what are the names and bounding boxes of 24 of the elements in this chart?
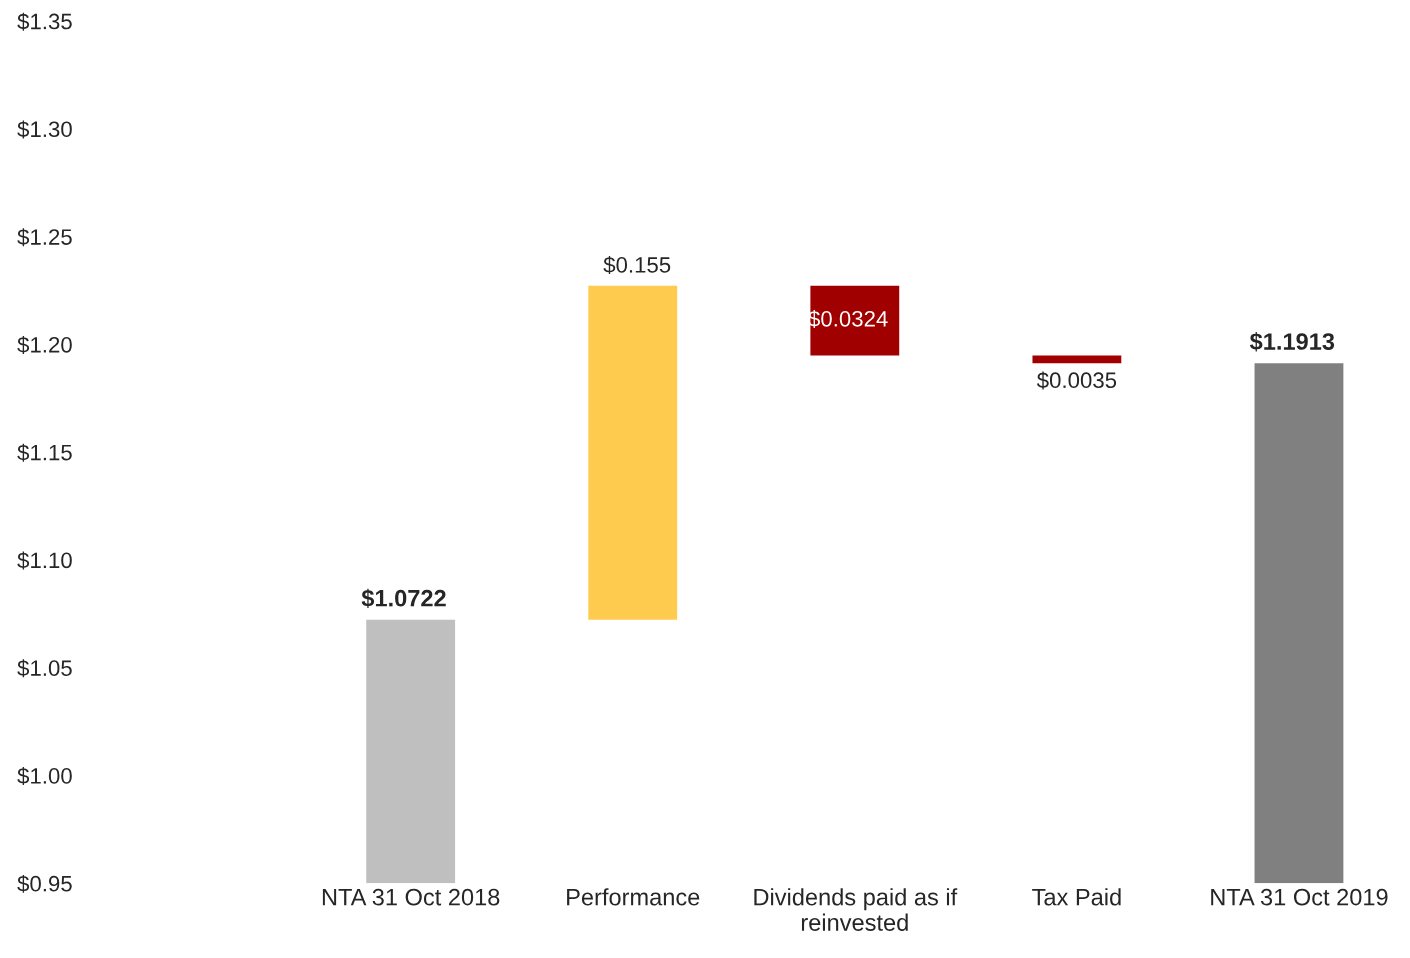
y-tick-label: $1.10: [17, 551, 72, 570]
y-tick-label: $1.35: [17, 12, 72, 31]
x-tick-label: NTA 31 Oct 2018: [322, 888, 500, 906]
bar: [810, 285, 900, 356]
data-label: $1.0722: [361, 588, 446, 609]
data-label: $1.1913: [1249, 332, 1335, 352]
y-tick-label: $1.00: [17, 767, 72, 786]
bar: [1032, 355, 1122, 364]
y-tick-label: $0.95: [17, 874, 72, 893]
y-tick-label: $1.20: [17, 336, 72, 354]
x-tick-label: Dividends paid as if reinvested: [754, 888, 958, 931]
bar: [366, 619, 456, 884]
bar: [588, 285, 678, 620]
bar: [1254, 363, 1344, 884]
data-label: $0.155: [603, 256, 671, 275]
x-tick-label: Tax Paid: [1032, 888, 1121, 906]
y-tick-label: $1.30: [17, 120, 72, 139]
data-label: $0.0324: [808, 309, 888, 328]
y-tick-label: $1.05: [17, 659, 72, 678]
y-tick-label: $1.25: [17, 228, 72, 247]
y-tick-label: $1.15: [17, 443, 72, 462]
data-label: $0.0035: [1036, 371, 1117, 390]
x-tick-label: Performance: [567, 888, 700, 906]
x-tick-label: NTA 31 Oct 2019: [1211, 888, 1388, 906]
